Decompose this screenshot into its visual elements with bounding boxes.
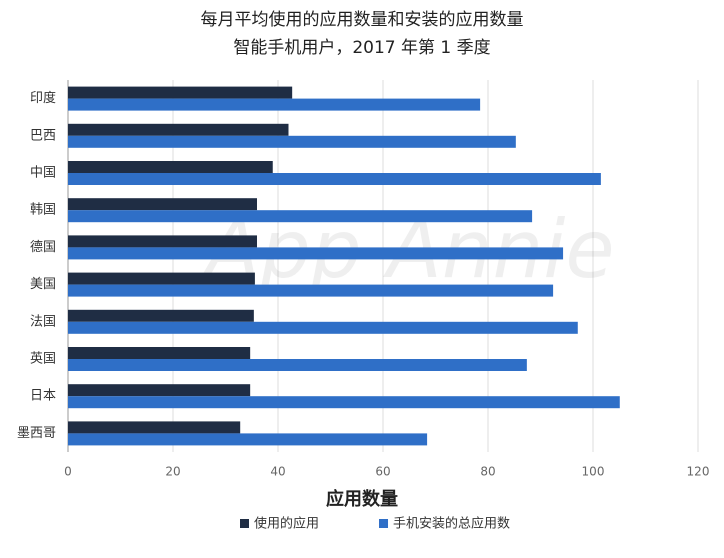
bar <box>68 235 257 248</box>
bar <box>68 173 601 185</box>
x-tick-label: 0 <box>64 465 72 479</box>
legend-label: 使用的应用 <box>254 516 319 532</box>
y-tick-label: 法国 <box>30 314 56 329</box>
bar <box>68 210 533 223</box>
bar <box>68 272 255 285</box>
y-tick-label: 日本 <box>30 389 56 404</box>
chart-title: 每月平均使用的应用数量和安装的应用数量 <box>201 9 524 30</box>
bar <box>68 309 254 322</box>
legend-label: 手机安装的总应用数 <box>393 516 510 532</box>
bar <box>68 359 527 371</box>
y-tick-label: 墨西哥 <box>17 426 56 441</box>
y-tick-label: 中国 <box>30 166 56 181</box>
bar <box>68 396 620 409</box>
legend-swatch <box>240 519 249 528</box>
x-tick-label: 100 <box>582 465 605 479</box>
bar <box>68 321 578 334</box>
bar <box>68 347 251 359</box>
legend-swatch <box>379 519 389 528</box>
x-tick-label: 40 <box>270 465 285 479</box>
x-tick-label: 60 <box>375 465 390 479</box>
x-tick-label: 20 <box>165 465 180 479</box>
x-axis-label: 应用数量 <box>326 488 398 510</box>
y-tick-label: 印度 <box>30 90 56 106</box>
bar <box>68 161 273 173</box>
bar <box>68 123 289 136</box>
bar <box>68 384 251 397</box>
bar <box>68 86 293 99</box>
x-tick-label: 80 <box>480 465 495 479</box>
bar <box>68 247 564 260</box>
y-tick-label: 英国 <box>30 352 56 367</box>
bar <box>68 421 241 434</box>
bar <box>68 98 481 111</box>
bar <box>68 284 554 297</box>
bar <box>68 198 257 211</box>
bar <box>68 433 428 446</box>
bar <box>68 135 516 148</box>
x-tick-label: 120 <box>687 465 710 479</box>
y-tick-label: 巴西 <box>30 128 56 143</box>
chart-subtitle: 智能手机用户，2017 年第 1 季度 <box>233 38 490 58</box>
y-tick-label: 韩国 <box>30 203 56 218</box>
y-tick-label: 美国 <box>30 277 56 292</box>
y-tick-label: 德国 <box>30 240 56 255</box>
